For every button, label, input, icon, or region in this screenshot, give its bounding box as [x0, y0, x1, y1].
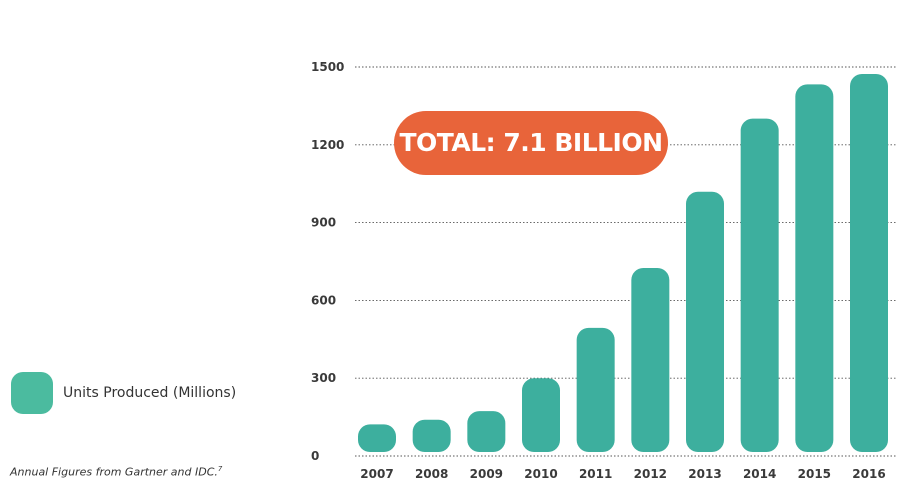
y-tick-label: 300 [311, 371, 336, 385]
bar-2015 [795, 84, 834, 452]
x-tick-label: 2007 [360, 467, 393, 481]
bar-2016 [850, 74, 888, 452]
legend-swatch [11, 372, 53, 414]
bar-2014 [740, 118, 779, 452]
source-note: Annual Figures from Gartner and IDC.7 [10, 465, 222, 479]
legend-label: Units Produced (Millions) [63, 385, 237, 401]
x-tick-label: 2013 [688, 467, 721, 481]
bar-2008 [412, 419, 451, 452]
bar-2013 [686, 191, 724, 453]
source-text: Annual Figures from Gartner and IDC. [10, 465, 218, 479]
bar-2012 [631, 267, 670, 452]
source-footnote: 7 [217, 465, 223, 473]
x-tick-label: 2011 [579, 467, 612, 481]
bar-2009 [467, 411, 506, 452]
x-tick-label: 2009 [470, 467, 503, 481]
bar-2007 [358, 424, 396, 452]
y-tick-label: 0 [311, 449, 319, 463]
y-tick-label: 600 [311, 293, 336, 307]
y-tick-label: 900 [311, 216, 336, 230]
bar-2011 [576, 327, 615, 452]
x-tick-label: 2015 [798, 467, 831, 481]
y-tick-label: 1200 [311, 138, 344, 152]
y-tick-label: 1500 [311, 60, 344, 74]
x-tick-label: 2014 [743, 467, 776, 481]
x-tick-label: 2016 [852, 467, 885, 481]
x-tick-label: 2008 [415, 467, 448, 481]
total-badge: TOTAL: 7.1 BILLION [394, 111, 668, 175]
bar-2010 [522, 378, 560, 452]
legend: Units Produced (Millions) [11, 372, 236, 414]
x-tick-label: 2012 [634, 467, 667, 481]
x-tick-label: 2010 [524, 467, 557, 481]
